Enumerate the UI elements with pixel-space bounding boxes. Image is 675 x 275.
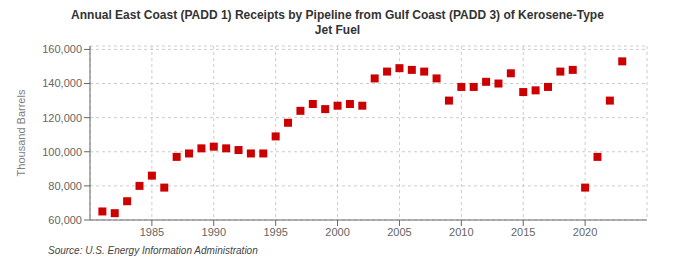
svg-text:2000: 2000 — [325, 226, 349, 238]
svg-text:80,000: 80,000 — [48, 180, 82, 192]
svg-text:120,000: 120,000 — [42, 112, 82, 124]
svg-text:2010: 2010 — [449, 226, 473, 238]
html-text:Jet Fuel: Jet Fuel — [314, 23, 361, 37]
html-text:Annual East Coast (PADD 1) Rec: Annual East Coast (PADD 1) Receipts by P… — [71, 8, 604, 22]
svg-text:Thousand Barrels: Thousand Barrels — [15, 89, 27, 176]
svg-text:2005: 2005 — [387, 226, 411, 238]
svg-text:140,000: 140,000 — [42, 77, 82, 89]
svg-text:2015: 2015 — [511, 226, 535, 238]
svg-text:100,000: 100,000 — [42, 146, 82, 158]
svg-text:1990: 1990 — [202, 226, 226, 238]
svg-text:2020: 2020 — [573, 226, 597, 238]
svg-text:1985: 1985 — [140, 226, 164, 238]
html-text:Source: U.S. Energy Informatio: Source: U.S. Energy Information Administ… — [48, 245, 258, 256]
svg-text:160,000: 160,000 — [42, 43, 82, 55]
svg-text:1995: 1995 — [263, 226, 287, 238]
svg-text:60,000: 60,000 — [48, 214, 82, 226]
